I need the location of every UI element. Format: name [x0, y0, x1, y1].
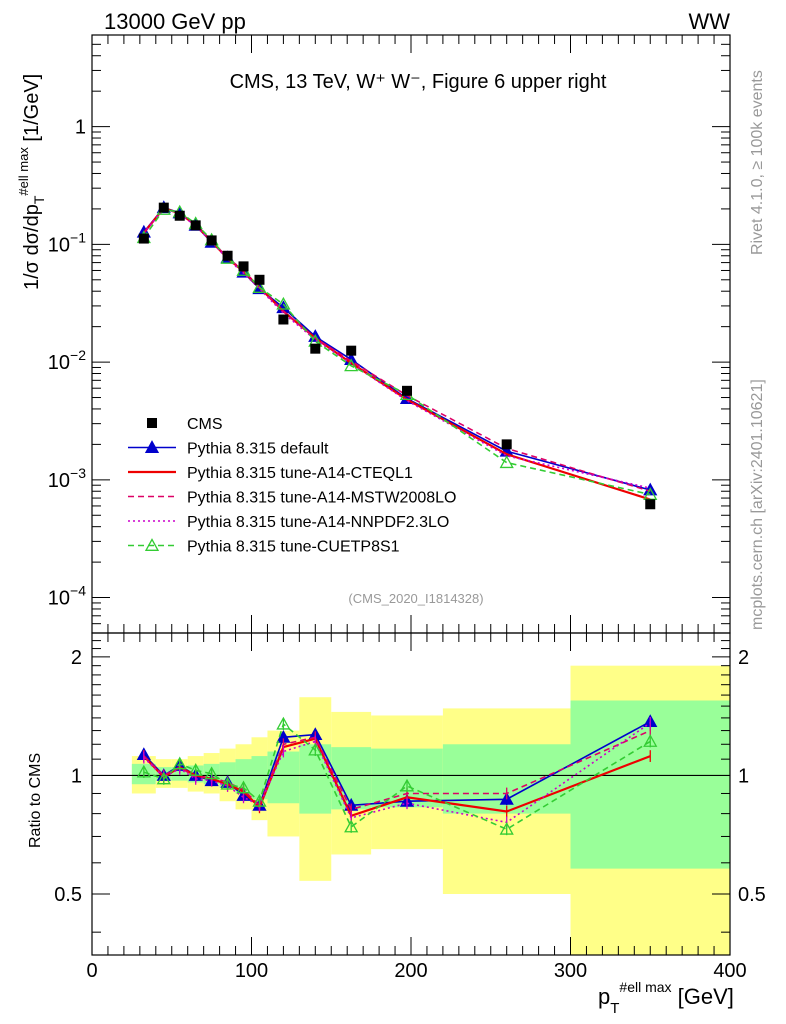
data-point	[238, 261, 249, 272]
legend-label: Pythia 8.315 tune-A14-MSTW2008LO	[187, 490, 456, 507]
process-label: WW	[688, 9, 730, 34]
ratio-series-marker	[204, 766, 219, 780]
x-tick-label: 300	[554, 960, 587, 982]
x-tick-label: 400	[713, 960, 746, 982]
x-tick-label: 0	[86, 960, 97, 982]
main-y-tick-label: 10−4	[48, 583, 86, 610]
ratio-y-tick-label: 1	[71, 765, 82, 787]
energy-label: 13000 GeV pp	[104, 9, 246, 34]
main-y-tick-label: 10−1	[48, 229, 86, 256]
ratio-series-line	[143, 722, 651, 831]
legend-label: Pythia 8.315 tune-A14-NNPDF2.3LO	[187, 514, 449, 531]
data-point	[310, 343, 321, 354]
data-point	[402, 385, 413, 396]
x-axis-label: pT#ell max [GeV]	[598, 979, 734, 1017]
axes: 10−4 10−3 10−2 10−1 1 0 100 200 300 400 0.5 0.5 1 1 2 2	[48, 34, 766, 982]
legend-label: CMS	[187, 416, 223, 433]
analysis-id: (CMS_2020_I1814328)	[348, 591, 483, 606]
ratio-y-tick-label-right: 2	[738, 647, 749, 669]
ratio-y-axis-label: Ratio to CMS	[27, 753, 44, 848]
chart-title: CMS, 13 TeV, W⁺ W⁻, Figure 6 upper right	[230, 71, 607, 93]
ratio-y-tick-label: 2	[71, 647, 82, 669]
ratio-y-tick-label: 0.5	[54, 884, 82, 906]
ratio-series-marker	[399, 778, 415, 792]
ratio-y-tick-label-right: 1	[738, 765, 749, 787]
ratio-series-marker	[236, 780, 251, 794]
legend-label: Pythia 8.315 default	[187, 441, 329, 458]
inner-band-bin	[235, 759, 252, 794]
ratio-series-marker	[344, 819, 359, 833]
main-series-marker	[499, 455, 514, 469]
mcplots-reference: mcplots.cern.ch [arXiv:2401.10621]	[749, 379, 766, 630]
main-series-marker	[252, 280, 267, 293]
svg-text:1/σ dσ/dpT#ell max [1/GeV]: 1/σ dσ/dpT#ell max [1/GeV]	[16, 74, 47, 290]
ratio-series-marker	[188, 763, 203, 776]
ratio-y-tick-label-right: 0.5	[738, 884, 766, 906]
data-point	[206, 235, 217, 246]
main-curves	[136, 200, 658, 510]
ratio-series-line	[143, 722, 651, 824]
ratio-series-marker	[136, 764, 151, 778]
data-point	[645, 499, 656, 510]
x-tick-label: 100	[235, 960, 268, 982]
ratio-series-marker	[276, 716, 291, 730]
legend-marker	[144, 538, 160, 551]
main-y-tick-label: 1	[75, 117, 86, 139]
data-point	[278, 314, 289, 325]
data-point	[501, 439, 512, 450]
main-series-marker	[344, 358, 359, 372]
data-point	[346, 345, 357, 356]
legend: CMS Pythia 8.315 default Pythia 8.315 tune…	[128, 416, 456, 556]
ratio-series-marker	[156, 771, 171, 785]
ratio-series-marker	[308, 742, 323, 756]
ratio-series-line	[143, 729, 651, 811]
ratio-curves	[136, 714, 658, 836]
ratio-series-marker	[220, 776, 235, 790]
main-y-axis-label: 1/σ dσ/dpT#ell max [1/GeV]	[16, 74, 47, 290]
inner-band-bin	[251, 756, 268, 800]
ratio-series-marker	[499, 821, 514, 835]
main-y-tick-label: 10−2	[48, 347, 86, 374]
data-point	[190, 220, 201, 231]
legend-marker-cms	[147, 418, 157, 428]
data-point	[254, 274, 265, 285]
rivet-version: Rivet 4.1.0, ≥ 100k events	[749, 70, 766, 255]
legend-label: Pythia 8.315 tune-A14-CTEQL1	[187, 465, 413, 482]
legend-marker	[144, 440, 160, 453]
ratio-series-marker	[172, 756, 187, 770]
legend-label: Pythia 8.315 tune-CUETP8S1	[187, 539, 400, 556]
ratio-uncertainty-bands	[92, 665, 730, 955]
ratio-series-marker	[252, 793, 267, 807]
ratio-series-marker	[643, 734, 658, 747]
data-point	[174, 210, 185, 221]
main-y-tick-label: 10−3	[48, 465, 86, 492]
main-series-marker	[276, 296, 291, 310]
data-point	[222, 250, 233, 261]
svg-text:pT#ell max [GeV]: pT#ell max [GeV]	[598, 979, 734, 1017]
data-point	[158, 202, 169, 213]
x-tick-label: 200	[394, 960, 427, 982]
data-point	[138, 233, 149, 244]
